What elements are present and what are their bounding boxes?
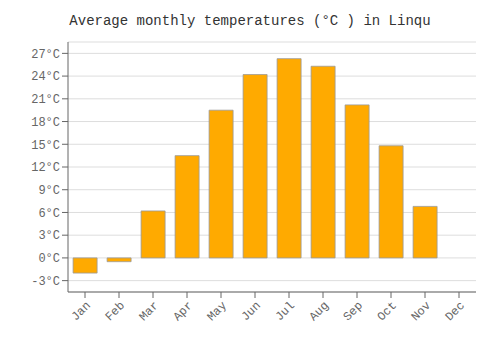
svg-text:Jan: Jan (69, 299, 94, 324)
svg-text:Aug: Aug (307, 299, 332, 324)
svg-text:12°C: 12°C (31, 161, 60, 175)
svg-text:3°C: 3°C (38, 229, 60, 243)
svg-text:Jul: Jul (273, 299, 298, 324)
svg-text:Oct: Oct (375, 299, 400, 324)
svg-text:15°C: 15°C (31, 139, 60, 153)
svg-text:27°C: 27°C (31, 48, 60, 62)
svg-text:18°C: 18°C (31, 116, 60, 130)
svg-text:6°C: 6°C (38, 207, 60, 221)
svg-text:Jun: Jun (239, 299, 264, 324)
svg-text:Nov: Nov (409, 299, 434, 324)
svg-text:Mar: Mar (137, 299, 162, 324)
html-text:Average monthly temperatures (: Average monthly temperatures (°C ) in Li… (69, 13, 431, 29)
svg-text:21°C: 21°C (31, 93, 60, 107)
svg-text:9°C: 9°C (38, 184, 60, 198)
svg-text:-3°C: -3°C (31, 275, 60, 289)
svg-text:Feb: Feb (103, 299, 128, 324)
svg-text:Sep: Sep (341, 299, 366, 324)
svg-text:Dec: Dec (443, 299, 468, 324)
svg-text:Apr: Apr (171, 299, 196, 324)
svg-text:0°C: 0°C (38, 252, 60, 266)
svg-text:May: May (205, 299, 230, 324)
svg-text:24°C: 24°C (31, 70, 60, 84)
